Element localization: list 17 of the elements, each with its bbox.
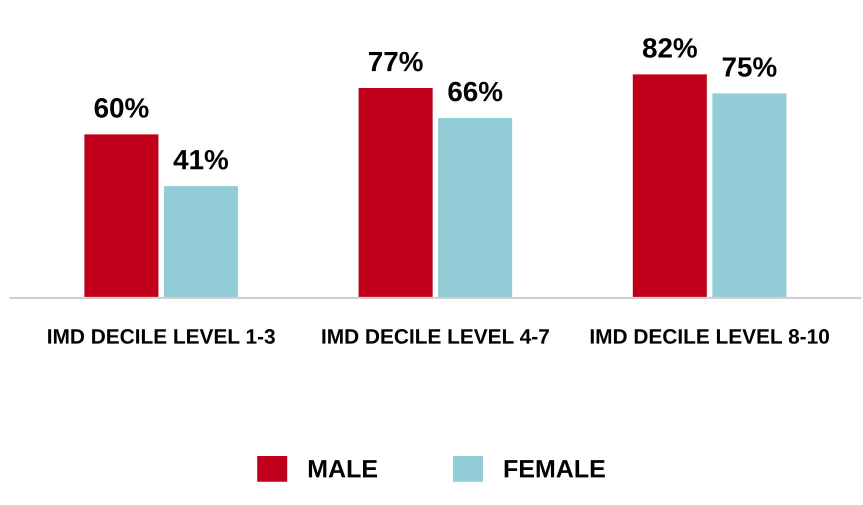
bar bbox=[358, 88, 433, 298]
bar bbox=[632, 74, 707, 298]
legend-label: FEMALE bbox=[504, 460, 605, 478]
data-label: 77% bbox=[369, 52, 423, 72]
bar bbox=[712, 93, 786, 298]
data-label: 66% bbox=[448, 82, 502, 102]
legend-label: MALE bbox=[308, 460, 378, 478]
bar bbox=[438, 118, 512, 298]
data-label: 41% bbox=[174, 150, 228, 170]
data-label: 75% bbox=[722, 57, 776, 77]
bar bbox=[164, 186, 238, 298]
x-tick-label: IMD DECILE LEVEL 8-10 bbox=[590, 329, 829, 344]
x-tick-label: IMD DECILE LEVEL 1-3 bbox=[48, 329, 275, 344]
x-tick-label: IMD DECILE LEVEL 4-7 bbox=[322, 329, 549, 344]
bar bbox=[84, 134, 158, 298]
data-label: 82% bbox=[642, 38, 697, 58]
data-label: 60% bbox=[94, 98, 148, 118]
